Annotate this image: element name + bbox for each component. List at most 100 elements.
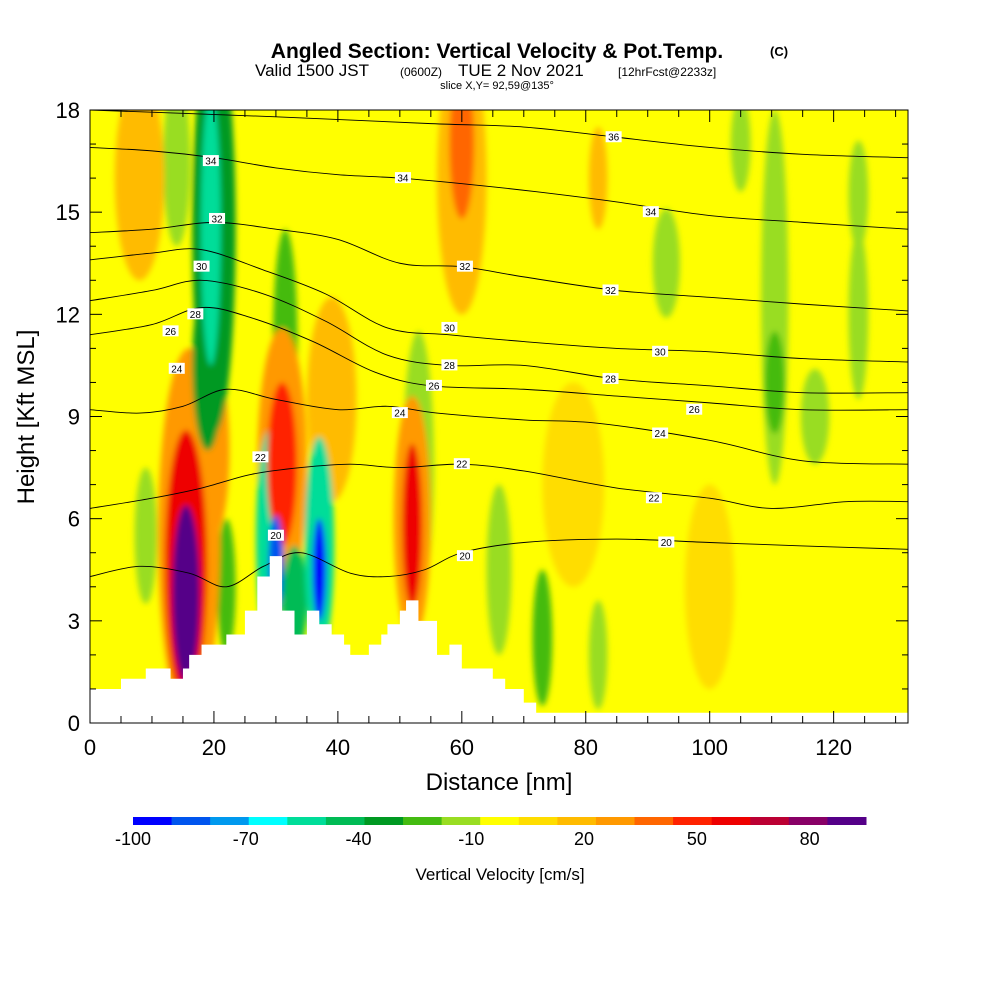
isentrope-labels: 20 20 20 22 22 22 24 24 24 26 26 26 28 28 28 30 30 30 32 32… bbox=[162, 131, 703, 563]
isentrope-label-bg bbox=[193, 260, 210, 272]
isentrope-label: 34 bbox=[202, 155, 219, 168]
colorbar-tick-label: 80 bbox=[800, 829, 820, 849]
velocity-cell bbox=[588, 600, 608, 710]
isentrope-label-bg bbox=[642, 206, 659, 218]
colorbar-swatch bbox=[711, 817, 751, 825]
colorbar-swatch bbox=[557, 817, 597, 825]
y-tick-label: 15 bbox=[56, 200, 80, 225]
isentrope-label-bg bbox=[202, 155, 219, 167]
isentrope-label-bg bbox=[652, 427, 669, 439]
velocity-cell bbox=[684, 484, 735, 689]
isentrope-label-bg bbox=[456, 550, 473, 562]
isentrope-label-bg bbox=[602, 284, 619, 296]
velocity-cell bbox=[267, 382, 297, 546]
isentrope-label-text: 26 bbox=[689, 405, 701, 416]
isentrope-label-text: 28 bbox=[190, 310, 202, 321]
velocity-cell bbox=[200, 110, 221, 366]
subtitle-date: TUE 2 Nov 2021 bbox=[458, 61, 584, 80]
x-tick-label: 60 bbox=[450, 735, 474, 760]
y-tick-label: 12 bbox=[56, 302, 80, 327]
isentrope-label-text: 26 bbox=[428, 381, 440, 392]
velocity-cell bbox=[800, 368, 830, 465]
colorbar-swatch bbox=[788, 817, 828, 825]
isentrope-label: 20 bbox=[456, 550, 473, 563]
velocity-cell bbox=[486, 484, 512, 655]
colorbar-tick-label: 50 bbox=[687, 829, 707, 849]
isentrope-label: 34 bbox=[394, 172, 411, 185]
isentrope-label-text: 34 bbox=[645, 208, 657, 219]
isentrope-label: 34 bbox=[642, 206, 659, 219]
isentrope-label-text: 30 bbox=[655, 347, 667, 358]
isentrope-label-text: 24 bbox=[655, 429, 667, 440]
colorbar-tick-label: -10 bbox=[458, 829, 484, 849]
isentrope-label: 20 bbox=[267, 529, 284, 542]
plot-area bbox=[90, 110, 908, 723]
isentrope-label-text: 22 bbox=[255, 453, 267, 464]
colorbar-swatch bbox=[518, 817, 558, 825]
velocity-cell bbox=[532, 569, 553, 706]
isentrope-label-text: 20 bbox=[459, 552, 471, 563]
isentrope-label-bg bbox=[168, 362, 185, 374]
subtitle-main: Valid 1500 JST bbox=[255, 61, 369, 80]
isentrope-label-bg bbox=[658, 536, 675, 548]
slice-label: slice X,Y= 92,59@135° bbox=[440, 80, 554, 92]
chart-title-suffix: (C) bbox=[770, 44, 788, 59]
isentrope-label: 24 bbox=[168, 362, 185, 375]
isentrope-label: 24 bbox=[391, 407, 408, 420]
isentrope-label-bg bbox=[394, 172, 411, 184]
velocity-cell bbox=[402, 443, 423, 608]
isentrope-label: 22 bbox=[453, 458, 470, 471]
x-tick-label: 20 bbox=[202, 735, 226, 760]
isentrope-label: 20 bbox=[658, 536, 675, 549]
isentrope-label-bg bbox=[162, 325, 179, 337]
y-tick-label: 3 bbox=[68, 609, 80, 634]
velocity-cell bbox=[652, 208, 680, 318]
isentrope-label: 26 bbox=[686, 403, 703, 416]
subtitle-zulu: (0600Z) bbox=[400, 65, 442, 79]
isentrope-label: 36 bbox=[605, 131, 622, 144]
isentrope-label-bg bbox=[391, 407, 408, 419]
isentrope-label-text: 22 bbox=[648, 494, 660, 505]
colorbar-tick-label: -40 bbox=[346, 829, 372, 849]
velocity-cell bbox=[163, 110, 191, 247]
x-tick-label: 100 bbox=[691, 735, 728, 760]
isentrope-label: 32 bbox=[602, 284, 619, 297]
colorbar-swatch bbox=[441, 817, 481, 825]
colorbar-tick-label: -100 bbox=[115, 829, 151, 849]
isentrope-label: 30 bbox=[652, 345, 669, 358]
y-tick-label: 6 bbox=[68, 507, 80, 532]
y-tick-labels: 0 3 6 9 12 15 18 bbox=[56, 98, 80, 736]
isentrope-line bbox=[90, 463, 908, 509]
isentrope-label-text: 24 bbox=[394, 409, 406, 420]
isentrope-label-bg bbox=[686, 403, 703, 415]
isentrope-label-text: 34 bbox=[397, 174, 409, 185]
colorbar-swatch bbox=[210, 817, 250, 825]
isentrope-label-text: 32 bbox=[605, 286, 617, 297]
isentrope-label-text: 32 bbox=[211, 214, 223, 225]
velocity-cell bbox=[172, 505, 200, 683]
isentrope-label: 28 bbox=[441, 359, 458, 372]
y-tick-label: 18 bbox=[56, 98, 80, 123]
chart-subtitle: Valid 1500 JST (0600Z) TUE 2 Nov 2021 [1… bbox=[255, 61, 716, 80]
isentrope-line bbox=[90, 248, 908, 363]
colorbar-tick-label: 20 bbox=[574, 829, 594, 849]
isentrope-label: 26 bbox=[162, 325, 179, 338]
velocity-cell bbox=[588, 127, 608, 230]
y-tick-label: 9 bbox=[68, 405, 80, 430]
x-tick-labels: 0 20 40 60 80 100 120 bbox=[84, 735, 852, 760]
colorbar-swatch bbox=[403, 817, 443, 825]
isentrope-label: 22 bbox=[252, 451, 269, 464]
axis-ticks bbox=[89, 109, 908, 724]
colorbar-swatch bbox=[325, 817, 365, 825]
isentrope-label-text: 34 bbox=[205, 157, 217, 168]
x-tick-label: 120 bbox=[815, 735, 852, 760]
colorbar-swatch bbox=[827, 817, 867, 825]
x-tick-label: 80 bbox=[574, 735, 598, 760]
isentrope-label-text: 20 bbox=[270, 531, 282, 542]
isentrope-label: 30 bbox=[441, 321, 458, 334]
isentrope-label-bg bbox=[645, 492, 662, 504]
colorbar-swatch bbox=[595, 817, 636, 825]
isentrope-label-bg bbox=[441, 359, 458, 371]
colorbar-swatch bbox=[287, 817, 327, 825]
